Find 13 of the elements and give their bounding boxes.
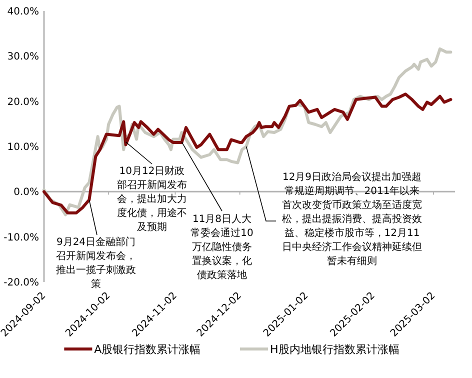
y-tick-label: 20.0% [7, 96, 39, 108]
legend-label: A股银行指数累计涨幅 [94, 343, 201, 356]
y-tick-label: 40.0% [7, 6, 39, 18]
annotation: 10月12日财政部召开新闻发布会，提出加大力度化债，用途不及预期 [117, 166, 187, 233]
legend-label: H股内地银行指数累计涨幅 [270, 343, 400, 356]
y-tick-label: -20.0% [4, 278, 39, 288]
annotation: 9月24日金融部门召开新闻发布会，推出一揽子刺激政策 [56, 237, 136, 290]
annotation: 11月8日人大常委会通过10万亿隐性债务置换议案，化债政策落地 [190, 214, 254, 281]
annotation: 12月9日政治局会议提出加强超常规逆周期调节、2011年以来首次改变货币政策立场至适度宽松，提出提振消费、提高投资效益、稳定楼市股市等，12月11日中央经济工作会议精神延续但暂未有细则 [282, 172, 422, 267]
y-tick-label: -10.0% [4, 232, 39, 244]
y-tick-label: 30.0% [7, 52, 39, 63]
y-tick-label: 10.0% [7, 142, 39, 153]
y-tick-label: 0.0% [14, 187, 39, 198]
